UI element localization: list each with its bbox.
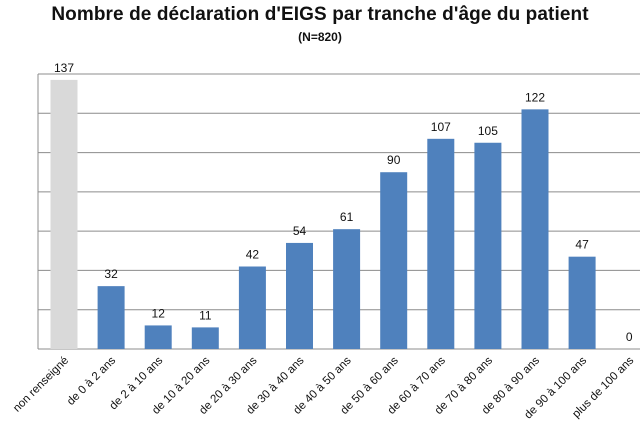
data-label: 54 — [293, 224, 307, 238]
data-label: 137 — [54, 61, 74, 75]
data-labels: 137 32 12 11 42 54 61 90 107 105 122 47 0 — [54, 61, 633, 344]
data-label: 32 — [104, 267, 118, 281]
bar — [521, 109, 549, 349]
data-label: 107 — [431, 120, 451, 134]
chart-title: Nombre de déclaration d'EIGS par tranche… — [51, 4, 589, 25]
data-label: 11 — [199, 308, 212, 322]
x-tick-label: non renseigné — [11, 355, 71, 415]
bar — [286, 242, 313, 349]
bar — [191, 327, 219, 349]
data-label: 47 — [575, 238, 589, 252]
data-label: 12 — [152, 306, 166, 320]
data-label: 61 — [340, 210, 354, 224]
bar — [97, 286, 125, 349]
bar — [238, 266, 266, 349]
chart-subtitle: (N=820) — [298, 30, 342, 44]
bars — [50, 79, 596, 350]
data-label: 105 — [478, 124, 498, 138]
bar — [144, 325, 172, 349]
bar — [427, 138, 455, 349]
bar — [474, 142, 502, 349]
bar — [380, 172, 408, 349]
data-label: 0 — [626, 330, 633, 344]
data-label: 90 — [387, 153, 401, 167]
bar — [333, 229, 361, 349]
bar — [568, 256, 596, 349]
data-label: 122 — [525, 90, 545, 104]
data-label: 42 — [246, 248, 260, 262]
bar — [50, 79, 78, 350]
